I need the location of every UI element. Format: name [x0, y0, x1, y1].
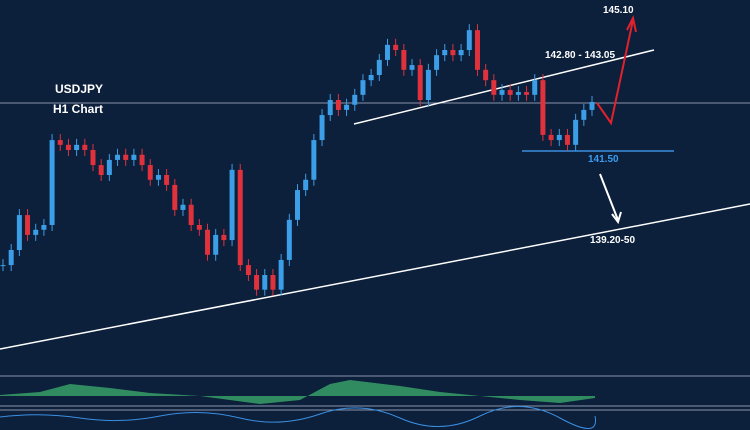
- candle: [49, 140, 55, 225]
- candle: [564, 134, 570, 145]
- candle: [466, 30, 472, 50]
- candle: [295, 190, 300, 220]
- candle: [115, 154, 121, 160]
- candle: [483, 69, 489, 81]
- annotation: 145.10: [603, 5, 634, 16]
- candle: [442, 50, 448, 56]
- candle: [548, 134, 554, 141]
- red-arrow: [596, 19, 634, 126]
- candle: [303, 179, 309, 191]
- candle: [82, 144, 88, 150]
- candle: [491, 80, 497, 95]
- red-arrow-head: [626, 15, 637, 33]
- candle: [131, 154, 137, 160]
- candle: [458, 50, 464, 56]
- candle: [213, 234, 219, 255]
- candle: [556, 134, 562, 141]
- candle: [221, 234, 227, 241]
- candle: [286, 219, 292, 260]
- candle: [147, 165, 153, 180]
- candle: [270, 275, 276, 290]
- candle: [262, 275, 268, 290]
- candle: [196, 225, 202, 230]
- candle: [33, 229, 39, 235]
- candle: [499, 90, 505, 95]
- candle: [434, 55, 440, 70]
- candle: [98, 165, 104, 175]
- candle: [229, 169, 235, 241]
- candle: [589, 101, 595, 110]
- white-arrow-head: [611, 211, 622, 225]
- candle: [368, 75, 374, 81]
- candle: [16, 215, 22, 250]
- chart-title: USDJPY: [55, 82, 103, 96]
- candle: [532, 80, 538, 95]
- candle: [164, 175, 170, 185]
- channel-line: [353, 49, 655, 125]
- candle: [524, 92, 530, 95]
- candle: [393, 44, 399, 50]
- candle: [90, 150, 96, 166]
- candle: [401, 50, 407, 70]
- candle: [123, 154, 129, 160]
- annotation: 142.80 - 143.05: [545, 50, 615, 61]
- candle: [409, 65, 415, 70]
- candle: [8, 250, 14, 266]
- candle: [254, 275, 260, 290]
- candle: [155, 175, 161, 180]
- candle: [573, 119, 579, 145]
- candle: [25, 215, 31, 235]
- candle: [540, 80, 546, 135]
- annotation: 139.20-50: [590, 235, 635, 246]
- candle: [425, 69, 431, 100]
- oscillator: [0, 380, 595, 404]
- candle: [507, 90, 513, 95]
- candle: [581, 109, 587, 120]
- chart-subtitle: H1 Chart: [53, 102, 103, 116]
- candle: [450, 50, 456, 56]
- candle: [57, 140, 63, 145]
- candle: [65, 144, 71, 150]
- candle: [417, 65, 423, 100]
- candle: [319, 115, 325, 141]
- candle: [344, 104, 350, 110]
- candle: [139, 154, 145, 166]
- candle: [311, 140, 317, 180]
- candle: [74, 144, 80, 150]
- trend-line: [0, 203, 750, 350]
- candle: [474, 30, 480, 70]
- candle: [245, 265, 251, 275]
- candle: [180, 204, 186, 210]
- candle: [352, 94, 358, 105]
- candle: [205, 229, 211, 255]
- candle: [0, 265, 6, 267]
- candle: [327, 100, 333, 116]
- oscillator-line: [0, 406, 597, 429]
- candle: [360, 80, 366, 95]
- annotation: 141.50: [588, 154, 619, 165]
- candle: [515, 92, 521, 95]
- candle: [172, 184, 178, 210]
- candle: [335, 100, 341, 110]
- candle: [384, 44, 390, 60]
- candle: [106, 159, 112, 175]
- candle: [278, 259, 284, 290]
- white-arrow: [599, 173, 619, 221]
- candle: [41, 225, 47, 230]
- candle: [188, 204, 194, 225]
- candle: [376, 59, 382, 75]
- candle: [237, 169, 243, 266]
